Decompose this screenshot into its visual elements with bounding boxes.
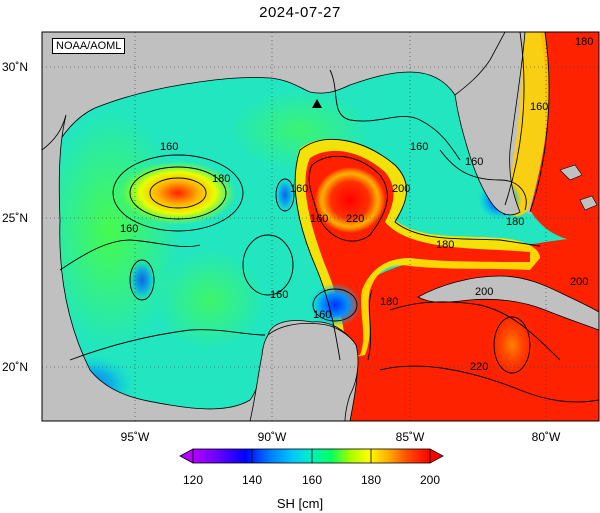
contour-label: 160 <box>410 141 428 153</box>
contour-caribbean-south <box>379 365 599 403</box>
contour-central-high <box>242 234 294 296</box>
cold-eddy-campeche <box>309 283 361 327</box>
contour-label: 180 <box>380 296 398 308</box>
contour-label: 200 <box>475 286 493 298</box>
contour-florida-shelf <box>439 149 527 211</box>
western-warm-eddy <box>120 161 236 225</box>
lon-tick-label: 95˚W <box>121 430 150 444</box>
contour-gulf-stream <box>504 32 525 206</box>
colorbar-ticks <box>251 449 372 463</box>
map-panel <box>42 32 599 421</box>
central-high <box>155 250 265 350</box>
contour-label: 180 <box>575 36 593 48</box>
contour-north-shelf <box>329 69 461 161</box>
cold-eddy-center <box>275 177 295 213</box>
contour-west-eddy-mid <box>129 166 227 220</box>
florida-peninsula <box>454 32 526 216</box>
loop-eddy-high <box>315 167 385 233</box>
colorbar-tick-label: 180 <box>361 473 381 487</box>
contour-west-eddy-inner <box>149 177 207 209</box>
contour-west-low <box>129 259 155 301</box>
contour-center-low <box>275 178 295 212</box>
contour-label: 180 <box>212 173 230 185</box>
contour-loop-inner <box>308 155 388 242</box>
colorbar-tick-label: 160 <box>302 473 322 487</box>
contour-label-group: 160 180 160 160 160 160 160 180 160 200 … <box>120 36 593 373</box>
cold-eddy-west <box>128 258 156 302</box>
contour-label: 160 <box>160 141 178 153</box>
contour-label: 200 <box>392 183 410 195</box>
contour-label: 160 <box>465 156 483 168</box>
contour-label: 160 <box>313 309 331 321</box>
contour-west-shelf <box>59 239 201 271</box>
station-marker-icon <box>312 99 322 108</box>
contour-label: 160 <box>530 101 548 113</box>
contour-label: 160 <box>310 213 328 225</box>
colorbar-gradient <box>192 448 431 464</box>
lon-tick-label: 80˚W <box>532 430 561 444</box>
lat-tick-label: 30˚N <box>2 60 28 74</box>
contour-caribbean-eddy <box>493 316 531 374</box>
colorbar-tick-label: 120 <box>183 473 203 487</box>
bahamas <box>559 164 598 211</box>
contour-label: 160 <box>120 223 138 235</box>
lon-tick-label: 90˚W <box>258 430 287 444</box>
contour-loop-east <box>367 289 373 361</box>
contour-label: 160 <box>290 183 308 195</box>
contour-loop-outer <box>299 138 541 247</box>
colorbar-tick-label: 200 <box>420 473 440 487</box>
contour-caribbean <box>389 301 561 361</box>
lon-tick-label: 85˚W <box>396 430 425 444</box>
colorbar-high-arrow <box>429 448 444 464</box>
map-frame <box>41 31 600 422</box>
graticule <box>42 32 599 421</box>
gulf-stream-edge <box>505 32 549 217</box>
colorbar-low-arrow <box>179 448 194 464</box>
contour-loop-west <box>294 149 341 361</box>
lat-tick-label: 25˚N <box>2 211 28 225</box>
caribbean-eddy <box>488 309 536 381</box>
contour-south-shelf <box>69 329 266 361</box>
contour-campeche-eddy <box>312 288 358 322</box>
colorbar-tick-label: 140 <box>242 473 262 487</box>
contour-label: 220 <box>346 213 364 225</box>
colorbar: 120 140 160 180 200 <box>179 448 444 487</box>
contour-west-eddy-outer <box>112 154 244 232</box>
contour-label: 180 <box>436 239 454 251</box>
contour-label: 200 <box>570 276 588 288</box>
contour-gulf-stream-2 <box>529 32 550 213</box>
contour-label: 160 <box>270 289 288 301</box>
contour-lines <box>59 32 599 403</box>
lat-tick-label: 20˚N <box>2 360 28 374</box>
yucatan-peninsula <box>249 323 359 421</box>
contour-label: 220 <box>470 361 488 373</box>
credit-label: NOAA/AOML <box>52 38 126 54</box>
map-title: 2024-07-27 <box>259 4 341 21</box>
colorbar-label: SH [cm] <box>276 496 324 511</box>
contour-label: 180 <box>506 216 524 228</box>
